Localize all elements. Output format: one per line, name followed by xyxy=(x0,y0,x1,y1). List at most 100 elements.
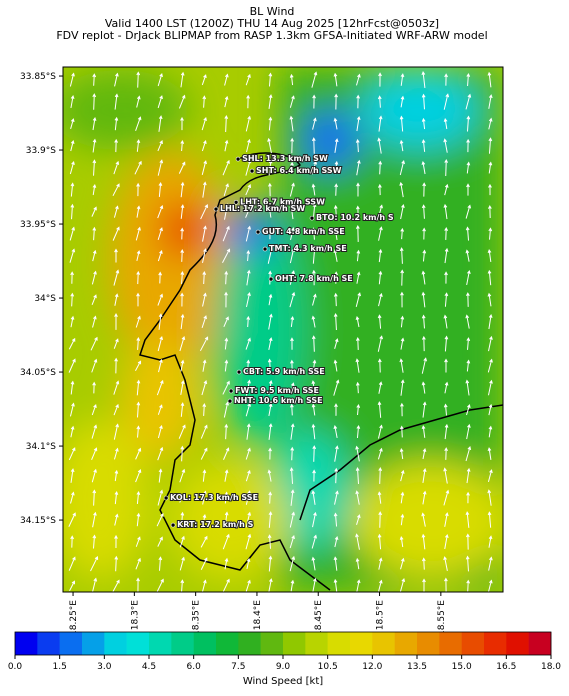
wind-arrow xyxy=(421,270,426,285)
wind-arrow xyxy=(488,137,493,154)
wind-arrow xyxy=(356,205,360,218)
wind-arrow xyxy=(444,158,449,176)
station-label: BTO: 10.2 km/h S xyxy=(316,213,394,222)
wind-arrow xyxy=(268,578,273,592)
wind-arrow xyxy=(180,116,184,131)
station-label: FWT: 9.5 km/h SSE xyxy=(235,386,319,395)
wind-arrow xyxy=(157,159,164,176)
station-label: GUT: 4.8 km/h SSE xyxy=(262,227,345,236)
x-tick-label: 18.25°E xyxy=(69,600,79,636)
wind-arrow xyxy=(488,227,493,240)
wind-arrow xyxy=(179,335,186,352)
wind-arrow xyxy=(136,182,140,197)
wind-arrow xyxy=(70,491,75,504)
colorbar-swatch xyxy=(37,632,60,655)
wind-arrow xyxy=(289,182,295,197)
wind-arrow xyxy=(378,467,383,484)
wind-arrow xyxy=(180,227,185,240)
station-marker xyxy=(255,229,261,235)
wind-arrow xyxy=(114,555,119,572)
wind-arrow xyxy=(267,247,274,264)
wind-arrow xyxy=(289,203,294,220)
wind-arrow xyxy=(113,205,119,218)
wind-arrow xyxy=(487,71,492,88)
wind-arrow xyxy=(157,140,163,152)
wind-arrow xyxy=(333,227,338,241)
wind-arrow xyxy=(179,492,185,503)
wind-arrow xyxy=(158,271,162,284)
wind-arrow xyxy=(421,291,426,308)
wind-arrow xyxy=(245,579,251,592)
wind-arrow xyxy=(421,71,426,88)
wind-arrow xyxy=(135,469,142,483)
wind-arrow xyxy=(136,490,141,505)
wind-arrow xyxy=(355,467,360,484)
wind-arrow xyxy=(421,381,426,394)
wind-arrow xyxy=(246,269,251,286)
colorbar-tick-label: 4.5 xyxy=(142,662,156,672)
colorbar-tick-label: 10.5 xyxy=(318,662,338,672)
wind-arrow xyxy=(202,403,207,416)
colorbar-swatch xyxy=(171,632,194,655)
wind-arrow xyxy=(355,316,360,328)
wind-arrow xyxy=(268,447,272,460)
colorbar-swatch xyxy=(372,632,395,655)
wind-arrow xyxy=(356,424,361,439)
wind-arrow xyxy=(245,337,251,350)
wind-arrow xyxy=(156,512,164,527)
wind-arrow xyxy=(378,72,382,87)
wind-arrow xyxy=(400,379,405,396)
wind-arrow xyxy=(377,424,383,439)
colorbar-tick-label: 1.5 xyxy=(53,662,67,672)
wind-arrow xyxy=(333,117,338,130)
wind-arrow xyxy=(245,447,251,460)
station-marker xyxy=(228,388,234,394)
colorbar-tick-label: 18.0 xyxy=(541,662,561,672)
wind-arrow xyxy=(156,578,164,592)
wind-arrow xyxy=(289,291,296,308)
wind-arrow xyxy=(399,139,404,152)
wind-arrow xyxy=(69,226,75,241)
station-label: LHL: 17.2 km/h SW xyxy=(220,204,305,213)
station-label: NHT: 10.6 km/h SSE xyxy=(234,396,323,405)
x-tick-label: 18.35°E xyxy=(192,600,202,636)
wind-arrow xyxy=(69,160,75,175)
colorbar-tick-label: 12.0 xyxy=(362,662,382,672)
wind-arrow xyxy=(70,292,75,307)
wind-arrow xyxy=(180,313,185,330)
wind-arrow xyxy=(488,94,493,109)
wind-arrow xyxy=(444,447,448,460)
wind-arrow xyxy=(136,205,141,218)
wind-arrow xyxy=(378,270,383,285)
station-label: KRT: 17.2 km/h S xyxy=(177,520,254,529)
wind-arrow xyxy=(90,556,99,572)
wind-arrow xyxy=(157,536,163,547)
wind-arrow xyxy=(400,315,405,328)
wind-arrow xyxy=(157,293,164,306)
wind-arrow xyxy=(465,379,470,396)
y-tick-label: 33.85°S xyxy=(20,72,56,82)
wind-arrow xyxy=(377,533,382,550)
station-label: SHL: 13.3 km/h SW xyxy=(242,154,328,163)
colorbar-swatch xyxy=(104,632,127,655)
wind-arrow xyxy=(245,205,252,218)
wind-arrow xyxy=(465,446,472,462)
wind-arrow xyxy=(114,116,119,131)
wind-arrow xyxy=(268,555,273,572)
wind-arrow xyxy=(245,115,252,132)
wind-arrow xyxy=(69,402,75,417)
wind-arrow xyxy=(136,425,141,438)
wind-arrow xyxy=(334,183,339,196)
wind-arrow xyxy=(333,249,338,262)
wind-arrow xyxy=(421,139,426,152)
wind-arrow xyxy=(444,577,448,592)
wind-arrow xyxy=(267,469,272,482)
wind-arrow xyxy=(355,225,360,242)
wind-arrow xyxy=(422,578,426,592)
wind-arrow xyxy=(311,403,316,416)
wind-arrow xyxy=(157,73,163,87)
wind-arrow xyxy=(222,248,231,263)
wind-arrow xyxy=(311,183,316,196)
wind-arrow xyxy=(487,358,493,373)
wind-arrow xyxy=(312,94,316,109)
